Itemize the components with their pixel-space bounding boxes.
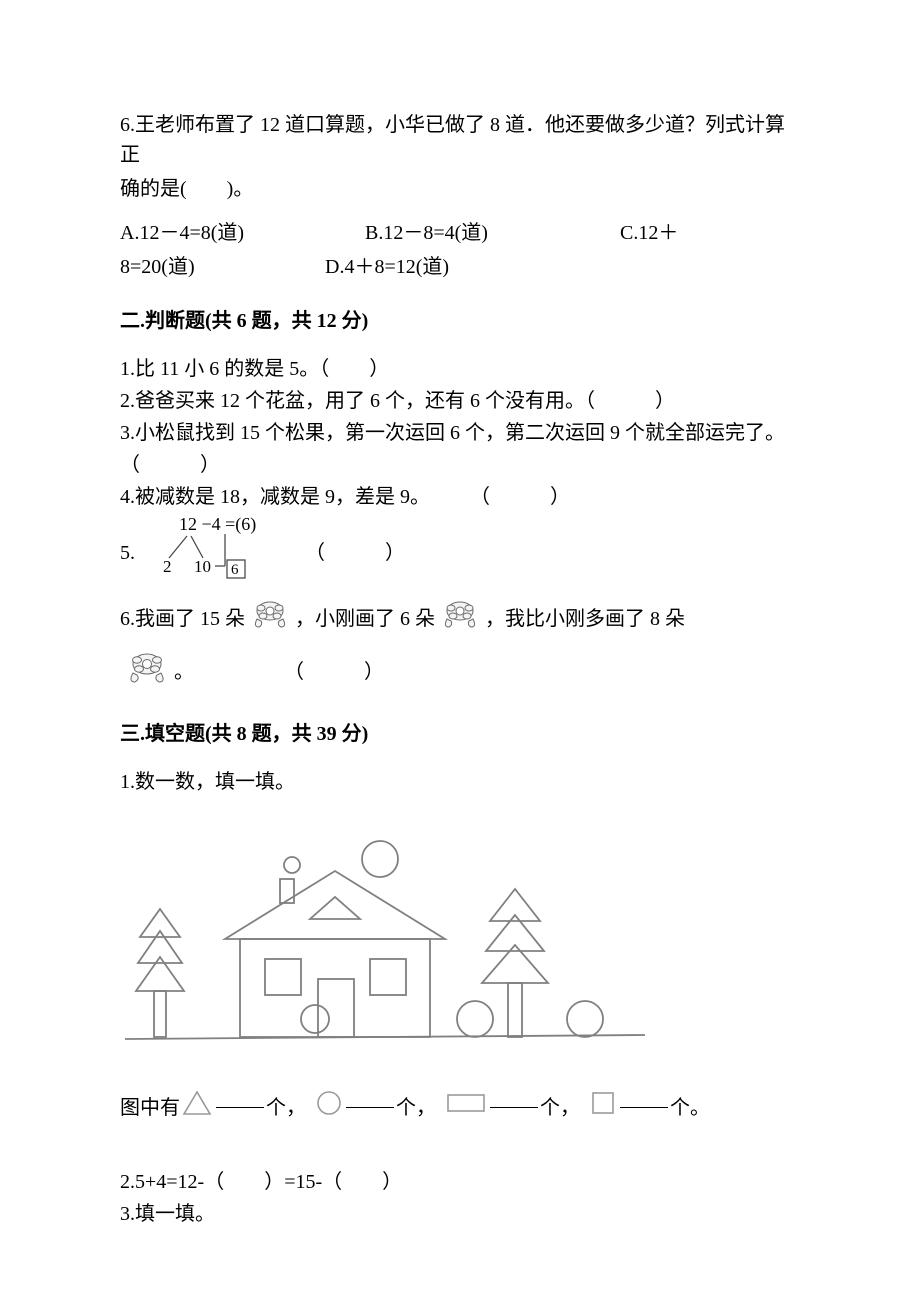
q1-6-line2: 确的是( )。: [120, 174, 800, 204]
blank-triangle: [216, 1107, 264, 1108]
s2-q5-paren: （ ）: [305, 538, 405, 568]
q1-6-options-line2: 8=20(道) D.4＋8=12(道): [120, 252, 800, 282]
s2-q6-line2: 。 （ ）: [120, 648, 800, 695]
s2-q3-line2: （ ）: [120, 450, 800, 480]
unit-1: 个，: [266, 1093, 306, 1123]
option-c-part1: C.12＋: [620, 218, 678, 248]
s2-q5: 5. 12 −4 =(6) 2 10 6 （ ）: [120, 514, 800, 591]
s2-q3-line1: 3.小松鼠找到 15 个松果，第一次运回 6 个，第二次运回 9 个就全部运完了…: [120, 418, 800, 448]
q1-6-line1: 6.王老师布置了 12 道口算题，小华已做了 8 道．他还要做多少道？列式计算正: [120, 110, 800, 170]
q1-6-options: A.12－4=8(道) B.12－8=4(道) C.12＋: [120, 218, 800, 248]
s2-q6-paren: （ ）: [284, 657, 384, 687]
q5-line-left: [169, 536, 187, 558]
blank-square: [620, 1107, 668, 1108]
section-3-title: 三.填空题(共 8 题，共 39 分): [120, 719, 800, 749]
flower-icon: [249, 597, 291, 640]
flower-icon: [439, 597, 481, 640]
s2-q6-text-a: 6.我画了 15 朵: [120, 604, 245, 634]
unit-4: 个。: [670, 1093, 710, 1123]
s2-q6-line1: 6.我画了 15 朵 ，小刚画了 6 朵: [120, 597, 800, 640]
unit-2: 个，: [396, 1093, 436, 1123]
s3-q3: 3.填一填。: [120, 1199, 800, 1229]
q5-leaf-2: 2: [163, 557, 172, 576]
q5-diagram: 12 −4 =(6) 2 10 6: [141, 514, 281, 591]
triangle-icon: [180, 1088, 214, 1127]
blank-circle: [346, 1107, 394, 1108]
s2-q6-text-b: ，小刚画了 6 朵: [295, 604, 435, 634]
s3-q1: 1.数一数，填一填。: [120, 767, 800, 797]
square-icon: [588, 1088, 618, 1127]
q5-line-right: [191, 536, 203, 558]
s3-q2: 2.5+4=12-（ ）=15-（ ）: [120, 1167, 800, 1197]
s2-q5-number: 5.: [120, 538, 135, 568]
q5-box-value: 6: [231, 562, 239, 578]
option-d: D.4＋8=12(道): [325, 252, 449, 282]
q5-leaf-10: 10: [194, 557, 211, 576]
unit-3: 个，: [540, 1093, 580, 1123]
s2-q6-text-c: ，我比小刚多画了 8 朵: [485, 604, 685, 634]
rectangle-icon: [444, 1089, 488, 1126]
circle-icon: [314, 1088, 344, 1127]
shape-prefix: 图中有: [120, 1093, 180, 1123]
blank-rect: [490, 1107, 538, 1108]
flower-icon: [124, 648, 170, 695]
option-c-part2: 8=20(道): [120, 252, 320, 282]
q5-expr: 12 −4 =(6): [179, 514, 256, 535]
s2-q6-text-d: 。: [174, 657, 194, 687]
s2-q2: 2.爸爸买来 12 个花盆，用了 6 个，还有 6 个没有用。（ ）: [120, 386, 800, 416]
section-2-title: 二.判断题(共 6 题，共 12 分): [120, 306, 800, 336]
s2-q1: 1.比 11 小 6 的数是 5。（ ）: [120, 354, 800, 384]
option-b: B.12－8=4(道): [365, 218, 615, 248]
s2-q4: 4.被减数是 18，减数是 9，差是 9。 （ ）: [120, 482, 800, 512]
house-figure: [120, 819, 800, 1058]
shape-count-line: 图中有 个， 个， 个， 个。: [120, 1088, 800, 1127]
option-a: A.12－4=8(道): [120, 218, 360, 248]
